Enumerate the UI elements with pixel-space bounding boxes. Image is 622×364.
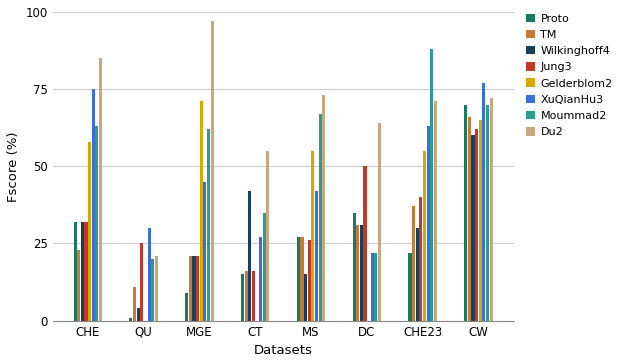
Bar (211, 21, 214, 321)
Bar (297, 237, 300, 321)
Bar (300, 237, 304, 321)
Bar (427, 126, 430, 321)
Bar (322, 95, 325, 321)
Bar (259, 237, 262, 321)
Bar (252, 271, 255, 321)
Bar (99, 58, 102, 321)
Bar (360, 225, 363, 321)
Bar (147, 228, 151, 321)
Bar (371, 253, 374, 321)
Bar (95, 126, 98, 321)
Bar (430, 49, 434, 321)
Bar (304, 274, 307, 321)
Bar (133, 287, 136, 321)
Bar (88, 142, 91, 321)
Bar (471, 135, 475, 321)
X-axis label: Datasets: Datasets (254, 344, 313, 357)
Bar (185, 293, 188, 321)
Bar (244, 271, 248, 321)
Bar (85, 222, 88, 321)
Bar (412, 206, 415, 321)
Bar (315, 191, 318, 321)
Bar (464, 104, 467, 321)
Bar (77, 250, 80, 321)
Bar (486, 104, 489, 321)
Bar (200, 102, 203, 321)
Bar (434, 102, 437, 321)
Bar (266, 151, 269, 321)
Bar (137, 308, 140, 321)
Y-axis label: Fscore (%): Fscore (%) (7, 131, 20, 202)
Bar (353, 213, 356, 321)
Bar (192, 256, 195, 321)
Bar (189, 256, 192, 321)
Bar (475, 129, 478, 321)
Bar (423, 151, 426, 321)
Bar (483, 83, 485, 321)
Bar (378, 123, 381, 321)
Bar (248, 191, 251, 321)
Bar (318, 114, 322, 321)
Bar (374, 253, 378, 321)
Bar (81, 222, 84, 321)
Bar (207, 129, 210, 321)
Bar (262, 213, 266, 321)
Bar (419, 197, 422, 321)
Bar (415, 228, 419, 321)
Bar (196, 256, 199, 321)
Bar (363, 166, 366, 321)
Legend: Proto, TM, Wilkinghoff4, Jung3, Gelderblom2, XuQianHu3, Moummad2, Du2: Proto, TM, Wilkinghoff4, Jung3, Gelderbl… (524, 11, 615, 139)
Bar (490, 98, 493, 321)
Bar (203, 182, 207, 321)
Bar (140, 244, 143, 321)
Bar (241, 274, 244, 321)
Bar (308, 240, 311, 321)
Bar (129, 317, 132, 321)
Bar (479, 120, 482, 321)
Bar (468, 117, 471, 321)
Bar (91, 89, 95, 321)
Bar (312, 151, 314, 321)
Bar (155, 256, 158, 321)
Bar (73, 222, 77, 321)
Bar (356, 225, 360, 321)
Bar (409, 253, 412, 321)
Bar (151, 259, 154, 321)
